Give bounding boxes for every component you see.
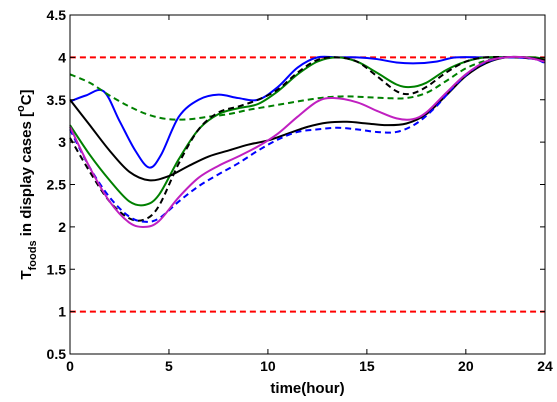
y-tick-label: 2.5 xyxy=(47,177,67,193)
y-tick-label: 2 xyxy=(58,219,66,235)
tick-layer: 0 5 10 15 20 24 0.5 1 1.5 2 2.5 3 3.5 4 4.5 xyxy=(47,7,553,374)
plot-background xyxy=(70,15,545,354)
y-axis-title-sub: foods xyxy=(27,240,39,270)
x-tick-label: 0 xyxy=(66,358,74,374)
x-tick-label: 10 xyxy=(260,358,276,374)
y-axis-title-rest: in display cases [ xyxy=(18,112,35,240)
series-line-9 xyxy=(69,55,546,228)
y-tick-label: 4.5 xyxy=(47,7,67,23)
series-line-7 xyxy=(69,55,546,222)
series-layer xyxy=(69,55,546,313)
y-tick-label: 4 xyxy=(58,49,66,65)
y-axis-title-sup: o xyxy=(15,105,27,112)
y-tick-label: 3 xyxy=(58,134,66,150)
series-line-3 xyxy=(69,55,546,169)
y-tick-label: 0.5 xyxy=(47,346,67,362)
y-tick-label: 1.5 xyxy=(47,261,67,277)
x-tick-label: 15 xyxy=(359,358,375,374)
x-axis-title: time(hour) xyxy=(270,380,344,397)
y-axis-title: Tfoods in display cases [oC] xyxy=(15,89,39,279)
x-tick-label: 20 xyxy=(458,358,474,374)
x-tick-label: 5 xyxy=(165,358,173,374)
y-tick-label: 3.5 xyxy=(47,92,67,108)
y-axis-title-base: T xyxy=(18,270,35,279)
y-tick-label: 1 xyxy=(58,304,66,320)
x-tick-label: 24 xyxy=(537,358,553,374)
y-axis-title-unit: C] xyxy=(18,89,35,105)
